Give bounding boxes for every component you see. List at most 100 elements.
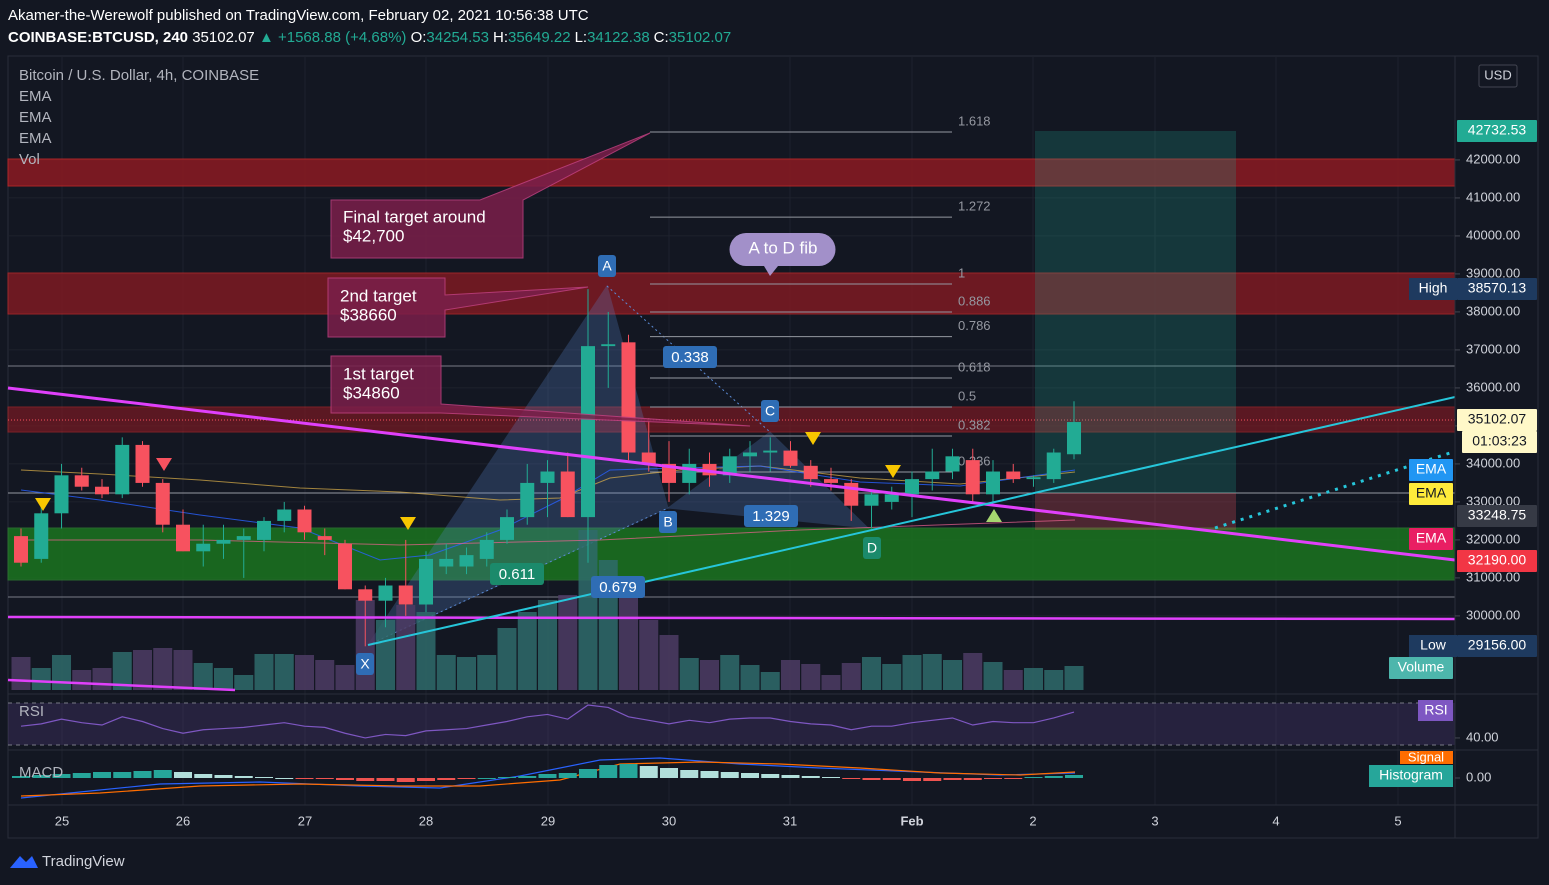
pattern-point: D bbox=[867, 540, 877, 556]
volume-bar bbox=[92, 668, 112, 690]
candle-body bbox=[621, 342, 636, 453]
pattern-point-badge bbox=[659, 511, 677, 533]
price-tag-bg bbox=[1457, 120, 1537, 142]
candle-body bbox=[783, 450, 798, 466]
price-tag: EMA bbox=[1416, 461, 1447, 477]
pattern-point: B bbox=[663, 514, 672, 530]
signal-tag bbox=[1400, 751, 1453, 764]
x-tick-label: 2 bbox=[1029, 813, 1036, 828]
macd-histogram-bar bbox=[275, 778, 294, 779]
fib-label: 1 bbox=[958, 265, 965, 280]
candle-body bbox=[419, 558, 433, 605]
macd-histogram-bar bbox=[457, 778, 476, 779]
candle-body bbox=[439, 558, 454, 567]
y-tick-label: 39000.00 bbox=[1466, 265, 1520, 280]
ohlc-value: 34254.53 bbox=[426, 29, 489, 46]
price-tag: 29156.00 bbox=[1468, 637, 1527, 653]
y-tick-label: 41000.00 bbox=[1466, 189, 1520, 204]
volume-bar bbox=[882, 664, 902, 690]
volume-bar bbox=[517, 612, 537, 690]
macd-histogram-bar bbox=[943, 778, 962, 780]
candle-body bbox=[641, 452, 656, 464]
support-zone bbox=[7, 527, 1456, 581]
volume-bar bbox=[801, 664, 821, 690]
candle-body bbox=[155, 482, 170, 525]
callout-box bbox=[330, 355, 751, 427]
resistance-zone bbox=[7, 272, 1456, 315]
pattern-ratio: 0.679 bbox=[599, 579, 637, 596]
y-tick-label: 40000.00 bbox=[1466, 227, 1520, 242]
ratio-badge bbox=[490, 563, 544, 585]
volume-bar bbox=[477, 655, 497, 690]
candle-body bbox=[722, 456, 737, 476]
fib-label: 1.618 bbox=[958, 113, 991, 128]
resistance-zone bbox=[7, 158, 1456, 187]
volume-bar bbox=[740, 665, 760, 690]
candle-body bbox=[216, 539, 231, 544]
candle-body bbox=[824, 479, 838, 483]
ratio-badge bbox=[591, 576, 645, 598]
macd-histogram-bar bbox=[174, 772, 192, 778]
trend-line bbox=[7, 386, 1456, 562]
volume bbox=[11, 530, 1084, 690]
legend-item: EMA bbox=[19, 88, 52, 105]
macd-histogram-bar bbox=[538, 774, 557, 778]
ratio-badge bbox=[744, 505, 798, 527]
y-tick-label: 38000.00 bbox=[1466, 303, 1520, 318]
currency-badge[interactable] bbox=[1478, 64, 1518, 88]
volume-bar bbox=[720, 655, 740, 690]
rsi-tag bbox=[1418, 700, 1453, 721]
candle-body bbox=[277, 509, 292, 521]
candle-body bbox=[1067, 422, 1081, 455]
macd-histogram-bar bbox=[194, 774, 213, 778]
candles bbox=[14, 289, 1081, 647]
candle-body bbox=[743, 452, 757, 457]
y-tick-label: 34000.00 bbox=[1466, 455, 1520, 470]
volume-bar bbox=[254, 654, 274, 690]
x-tick-label: 28 bbox=[419, 813, 433, 828]
x-tick-label: 5 bbox=[1394, 813, 1401, 828]
histogram-tag bbox=[1369, 765, 1453, 787]
macd-histogram-bar bbox=[1024, 777, 1043, 778]
pattern-point-badge bbox=[356, 653, 374, 675]
candle-body bbox=[560, 471, 575, 518]
macd-histogram-bar bbox=[417, 778, 435, 781]
x-tick-label: 29 bbox=[541, 813, 555, 828]
macd-histogram-bar bbox=[356, 778, 375, 781]
price-tag-title: High bbox=[1419, 280, 1448, 296]
signal-tag-text: Signal bbox=[1408, 749, 1444, 764]
annotation-text: 2nd target bbox=[340, 286, 417, 305]
candle-body bbox=[682, 463, 697, 483]
x-tick-label: 26 bbox=[176, 813, 190, 828]
volume-bar bbox=[659, 635, 679, 690]
y-tick-label: 0.00 bbox=[1466, 769, 1491, 784]
macd-histogram-bar bbox=[518, 776, 537, 778]
candle-body bbox=[965, 460, 980, 495]
candle-body bbox=[925, 471, 940, 480]
price-tag-bg bbox=[1457, 550, 1537, 572]
macd-histogram-bar bbox=[12, 776, 30, 778]
pattern-ratio: 0.338 bbox=[671, 349, 709, 366]
fib-label: 1.272 bbox=[958, 199, 991, 214]
ema-line bbox=[21, 519, 1076, 546]
price-tag-bg bbox=[1457, 278, 1537, 300]
candle-body bbox=[601, 344, 616, 347]
volume-bar bbox=[274, 654, 294, 690]
macd-histogram-bar bbox=[923, 778, 942, 781]
macd-histogram-bar bbox=[477, 778, 496, 779]
pattern-point: X bbox=[360, 656, 370, 672]
candle-body bbox=[1046, 452, 1061, 480]
pattern-ratio: 0.611 bbox=[499, 566, 535, 583]
macd-histogram-bar bbox=[1004, 778, 1023, 779]
volume-bar bbox=[639, 620, 659, 690]
callout-box bbox=[729, 233, 836, 276]
brand-logo bbox=[10, 856, 38, 868]
price-tag-bg bbox=[1457, 635, 1537, 657]
macd-histogram-bar bbox=[396, 778, 415, 782]
macd-histogram-bar bbox=[720, 772, 739, 778]
price-tag: 32190.00 bbox=[1468, 552, 1527, 568]
volume-bar bbox=[1024, 668, 1043, 690]
currency: USD bbox=[1484, 67, 1511, 82]
volume-bar bbox=[335, 665, 355, 690]
candle-body bbox=[520, 482, 535, 518]
